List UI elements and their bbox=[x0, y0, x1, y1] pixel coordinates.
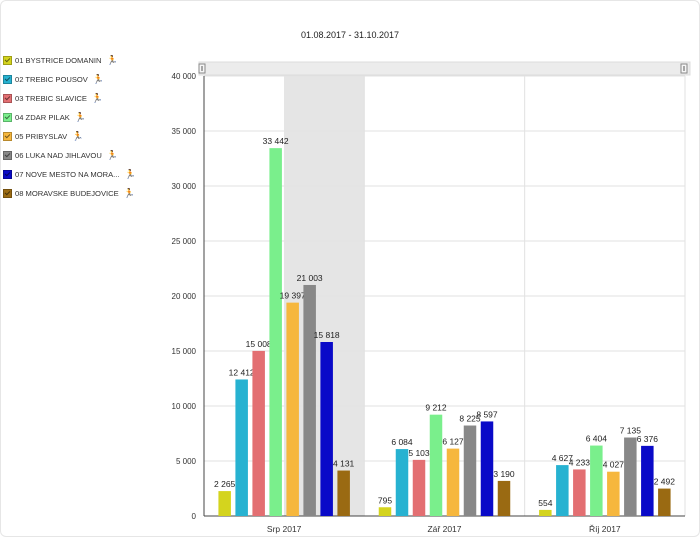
bar[interactable] bbox=[378, 507, 392, 516]
bar[interactable] bbox=[480, 421, 494, 516]
legend-label: 04 ZDAR PILAK bbox=[15, 113, 70, 122]
legend-label: 05 PRIBYSLAV bbox=[15, 132, 68, 141]
y-tick-label: 0 bbox=[192, 512, 197, 521]
running-figure-icon: 🏃 bbox=[74, 112, 87, 122]
bar[interactable] bbox=[395, 449, 409, 516]
bar[interactable] bbox=[235, 379, 248, 516]
data-label: 3 190 bbox=[493, 469, 515, 479]
data-label: 12 412 bbox=[229, 367, 255, 377]
legend-checkbox[interactable] bbox=[3, 151, 12, 160]
legend-label: 06 LUKA NAD JIHLAVOU bbox=[15, 151, 102, 160]
range-scrollbar[interactable] bbox=[198, 61, 691, 76]
data-label: 9 212 bbox=[425, 403, 447, 413]
y-tick-label: 5 000 bbox=[176, 457, 197, 466]
x-tick-label: Zář 2017 bbox=[427, 524, 461, 534]
legend-item[interactable]: 03 TREBIC SLAVICE 🏃 bbox=[3, 89, 163, 108]
bar[interactable] bbox=[446, 448, 460, 516]
bar[interactable] bbox=[463, 425, 477, 516]
y-tick-label: 40 000 bbox=[172, 72, 197, 81]
y-tick-label: 20 000 bbox=[172, 292, 197, 301]
data-label: 4 627 bbox=[552, 453, 574, 463]
legend-item[interactable]: 05 PRIBYSLAV 🏃 bbox=[3, 127, 163, 146]
bar[interactable] bbox=[497, 480, 511, 516]
bar[interactable] bbox=[320, 342, 333, 516]
bar[interactable] bbox=[337, 470, 350, 516]
bar[interactable] bbox=[539, 509, 552, 516]
data-label: 5 103 bbox=[408, 448, 430, 458]
legend-label: 08 MORAVSKE BUDEJOVICE bbox=[15, 189, 119, 198]
running-figure-icon: 🏃 bbox=[72, 131, 84, 141]
legend-checkbox[interactable] bbox=[3, 113, 12, 122]
legend-item[interactable]: 08 MORAVSKE BUDEJOVICE 🏃 bbox=[3, 184, 163, 203]
running-figure-icon: 🏃 bbox=[92, 74, 105, 84]
data-label: 15 818 bbox=[314, 330, 340, 340]
data-label: 4 027 bbox=[603, 460, 625, 470]
legend: 01 BYSTRICE DOMANIN 🏃 02 TREBIC POUSOV 🏃 03 … bbox=[3, 51, 163, 203]
data-label: 15 008 bbox=[246, 339, 272, 349]
legend-item[interactable]: 04 ZDAR PILAK 🏃 bbox=[3, 108, 163, 127]
bar[interactable] bbox=[590, 445, 603, 516]
legend-label: 02 TREBIC POUSOV bbox=[15, 75, 88, 84]
y-tick-label: 15 000 bbox=[172, 347, 197, 356]
legend-label: 01 BYSTRICE DOMANIN bbox=[15, 56, 102, 65]
legend-checkbox[interactable] bbox=[3, 56, 12, 65]
x-tick-label: Srp 2017 bbox=[267, 524, 302, 534]
y-tick-label: 35 000 bbox=[172, 127, 197, 136]
running-figure-icon: 🏃 bbox=[123, 188, 135, 198]
data-label: 7 135 bbox=[620, 426, 642, 436]
bar[interactable] bbox=[252, 350, 265, 516]
data-label: 554 bbox=[538, 498, 552, 508]
data-label: 2 492 bbox=[654, 477, 676, 487]
running-figure-icon: 🏃 bbox=[106, 150, 119, 160]
data-label: 6 376 bbox=[637, 434, 659, 444]
legend-checkbox[interactable] bbox=[3, 75, 12, 84]
data-label: 8 225 bbox=[459, 414, 481, 424]
bar[interactable] bbox=[607, 471, 620, 516]
bar[interactable] bbox=[573, 469, 586, 516]
data-label: 4 131 bbox=[333, 459, 355, 469]
bar[interactable] bbox=[658, 488, 671, 516]
date-range-title: 01.08.2017 - 31.10.2017 bbox=[300, 30, 400, 40]
bar[interactable] bbox=[412, 459, 426, 516]
data-label: 795 bbox=[378, 495, 392, 505]
y-tick-label: 25 000 bbox=[172, 237, 197, 246]
data-label: 8 597 bbox=[476, 409, 498, 419]
legend-label: 03 TREBIC SLAVICE bbox=[15, 94, 87, 103]
y-tick-label: 30 000 bbox=[172, 182, 197, 191]
running-figure-icon: 🏃 bbox=[91, 93, 104, 103]
bar[interactable] bbox=[303, 284, 316, 516]
data-label: 19 397 bbox=[280, 291, 306, 301]
legend-item[interactable]: 01 BYSTRICE DOMANIN 🏃 bbox=[3, 51, 163, 70]
data-label: 6 404 bbox=[586, 434, 608, 444]
legend-label: 07 NOVE MESTO NA MORA... bbox=[15, 170, 120, 179]
bar[interactable] bbox=[624, 437, 637, 516]
data-label: 21 003 bbox=[297, 273, 323, 283]
legend-checkbox[interactable] bbox=[3, 170, 12, 179]
bar[interactable] bbox=[218, 491, 231, 516]
legend-item[interactable]: 02 TREBIC POUSOV 🏃 bbox=[3, 70, 163, 89]
data-label: 4 233 bbox=[569, 457, 591, 467]
legend-checkbox[interactable] bbox=[3, 132, 12, 141]
bar[interactable] bbox=[429, 414, 443, 516]
data-label: 6 084 bbox=[391, 437, 413, 447]
data-label: 6 127 bbox=[442, 437, 464, 447]
data-label: 2 265 bbox=[214, 479, 236, 489]
legend-checkbox[interactable] bbox=[3, 189, 12, 198]
bar[interactable] bbox=[269, 148, 282, 516]
running-figure-icon: 🏃 bbox=[106, 55, 118, 65]
x-tick-label: Říj 2017 bbox=[589, 524, 621, 534]
legend-item[interactable]: 07 NOVE MESTO NA MORA... 🏃 bbox=[3, 165, 163, 184]
y-tick-label: 10 000 bbox=[172, 402, 197, 411]
legend-checkbox[interactable] bbox=[3, 94, 12, 103]
bar[interactable] bbox=[286, 302, 299, 516]
bar[interactable] bbox=[556, 465, 569, 516]
bar[interactable] bbox=[641, 445, 654, 516]
data-label: 33 442 bbox=[263, 136, 289, 146]
legend-item[interactable]: 06 LUKA NAD JIHLAVOU 🏃 bbox=[3, 146, 163, 165]
running-figure-icon: 🏃 bbox=[124, 169, 136, 179]
